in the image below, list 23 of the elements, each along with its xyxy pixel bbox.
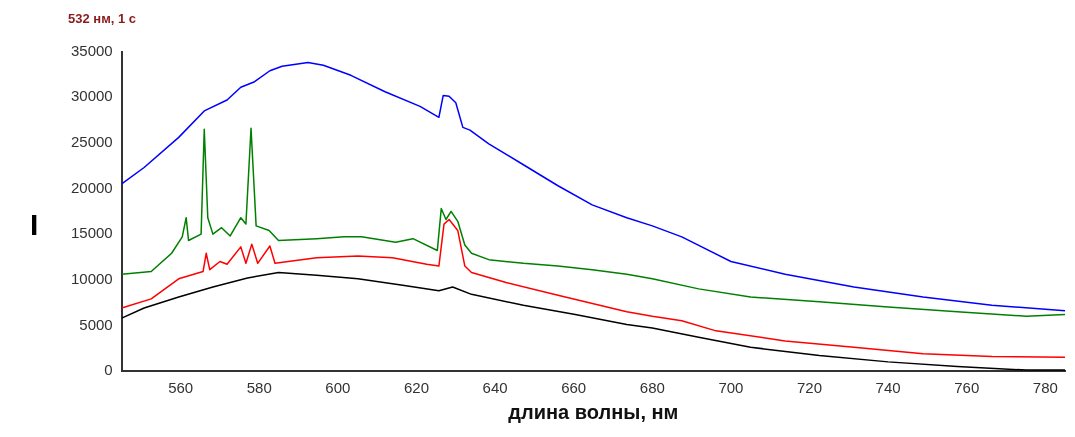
- x-tick-label: 620: [403, 379, 429, 397]
- y-tick-label: 30000: [70, 87, 113, 105]
- x-tick-label: 720: [797, 379, 823, 397]
- y-tick-label: 15000: [70, 224, 113, 242]
- x-tick-label: 760: [954, 379, 980, 397]
- x-tick-label: 660: [561, 379, 587, 397]
- y-axis-title: I: [30, 208, 39, 242]
- x-tick-label: 600: [325, 379, 351, 397]
- y-tick-label: 5000: [79, 315, 113, 333]
- x-tick-label: 560: [168, 379, 194, 397]
- chart-title: 532 нм, 1 с: [68, 11, 137, 27]
- x-tick-label: 580: [246, 379, 272, 397]
- y-tick-label: 10000: [70, 269, 113, 287]
- x-tick-label: 700: [718, 379, 744, 397]
- y-tick-label: 25000: [70, 133, 113, 150]
- x-tick-label: 780: [1032, 379, 1058, 397]
- x-tick-label: 680: [639, 379, 665, 397]
- x-tick-label: 640: [482, 379, 508, 397]
- y-tick-label: 20000: [70, 178, 113, 196]
- y-tick-label: 35000: [70, 41, 113, 59]
- x-axis-title: длина волны, нм: [508, 400, 679, 423]
- x-tick-label: 740: [875, 379, 901, 397]
- y-tick-label: 0: [104, 361, 113, 379]
